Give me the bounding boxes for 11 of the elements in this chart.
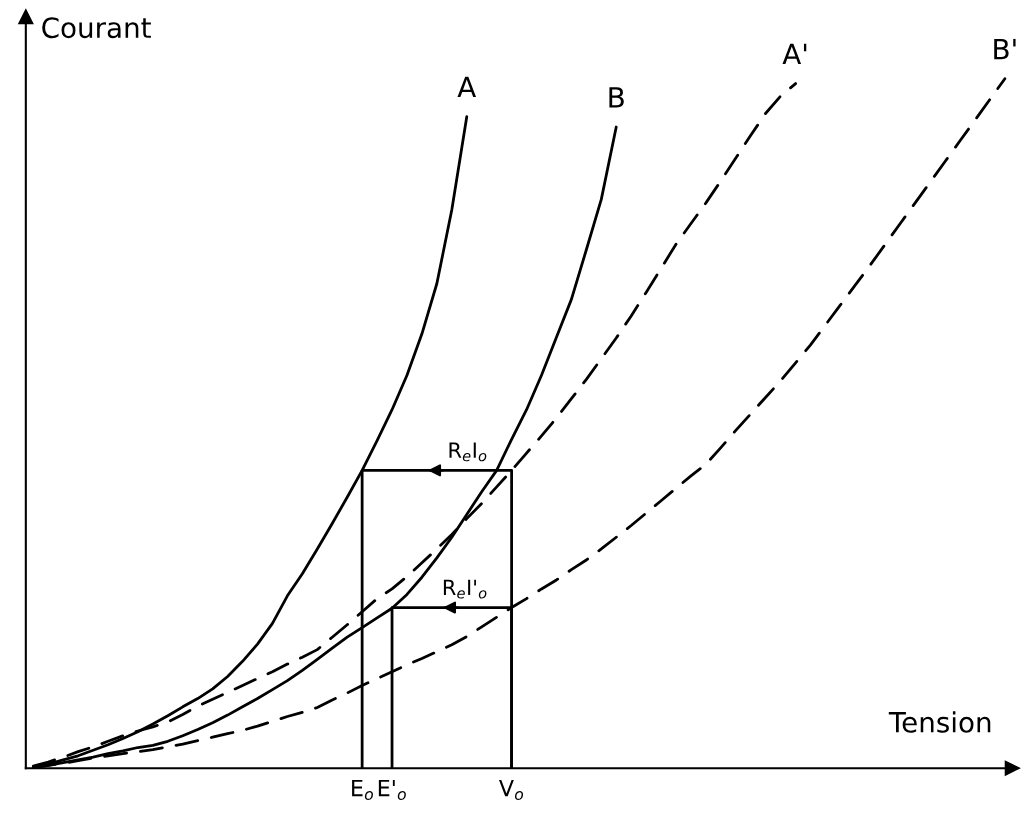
series-label: B'	[994, 38, 1016, 60]
annotation: R$_{e}$I'$_{o}$	[443, 579, 487, 599]
x-tick-label: E'$_{o}$	[378, 779, 406, 801]
annotation: R$_{e}$I$_{o}$	[449, 442, 487, 462]
x-axis-title: Tension	[888, 711, 991, 733]
series-label: A	[457, 76, 477, 98]
series-label: A'	[782, 43, 807, 65]
x-tick-label: E$_{o}$	[352, 779, 373, 801]
series-label: B	[609, 87, 624, 108]
x-tick-label: V$_{o}$	[499, 779, 524, 801]
y-axis-title: Courant	[42, 17, 151, 39]
